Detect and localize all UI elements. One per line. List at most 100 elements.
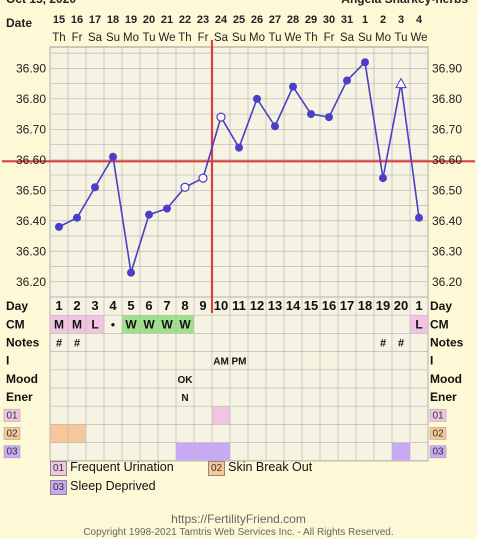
date-tick: 30 bbox=[323, 14, 335, 26]
temp-point bbox=[163, 204, 171, 213]
footer-url[interactable]: https://FertilityFriend.com bbox=[171, 512, 306, 526]
temp-point bbox=[325, 113, 333, 122]
date-tick: 16 bbox=[71, 14, 83, 26]
weekday-tick: Tu bbox=[143, 32, 156, 44]
row-label-left: 02 bbox=[6, 429, 18, 440]
cm-cell-fill bbox=[140, 315, 158, 334]
table-cell-text: 9 bbox=[199, 298, 206, 313]
symptom-cell-fill bbox=[50, 424, 68, 443]
temp-point bbox=[55, 222, 63, 231]
cm-cell-fill bbox=[410, 315, 428, 334]
row-label-left: Notes bbox=[6, 336, 40, 350]
y-tick-right: 36.40 bbox=[432, 214, 462, 228]
weekday-tick: Su bbox=[358, 32, 372, 44]
row-label-left: Mood bbox=[6, 372, 38, 386]
row-label-right: CM bbox=[430, 317, 449, 331]
date-tick: 15 bbox=[53, 14, 65, 26]
table-cell-text: 1 bbox=[415, 298, 422, 313]
row-label-left: 01 bbox=[6, 410, 18, 421]
date-tick: 18 bbox=[107, 14, 119, 26]
weekday-tick: Mo bbox=[123, 32, 139, 44]
temp-point bbox=[289, 82, 297, 91]
legend-code-03: 03 bbox=[50, 480, 68, 495]
weekday-tick: Sa bbox=[88, 32, 103, 44]
legend-code-02: 02 bbox=[208, 461, 226, 476]
weekday-tick: Mo bbox=[249, 32, 265, 44]
date-tick: 26 bbox=[251, 14, 263, 26]
symptom-row-chip-right bbox=[429, 408, 447, 422]
date-tick: 23 bbox=[197, 14, 209, 26]
y-tick-left: 36.30 bbox=[16, 244, 46, 258]
data-table bbox=[49, 296, 429, 462]
row-label-left: 03 bbox=[6, 447, 18, 458]
date-tick: 28 bbox=[287, 14, 299, 26]
y-tick-right: 36.20 bbox=[432, 275, 462, 289]
symptom-row-chip-left bbox=[3, 445, 21, 459]
cm-cell-fill bbox=[50, 315, 68, 334]
weekday-tick: Tu bbox=[269, 32, 282, 44]
weekday-tick: Sa bbox=[214, 32, 229, 44]
footer-copyright: Copyright 1998-2021 Tamtris Web Services… bbox=[83, 527, 394, 538]
weekday-tick: Th bbox=[52, 32, 65, 44]
weekday-tick: Su bbox=[106, 32, 120, 44]
table-cell-text: 2 bbox=[73, 298, 80, 313]
table-cell-text: 13 bbox=[268, 298, 282, 313]
symptom-row-chip-left bbox=[3, 427, 21, 440]
y-tick-right: 36.70 bbox=[432, 122, 462, 136]
table-cell-text: 12 bbox=[250, 298, 264, 313]
legend-item-01: 01 Frequent Urination bbox=[50, 460, 174, 476]
temp-point bbox=[73, 213, 81, 222]
temp-point bbox=[343, 76, 351, 85]
row-label-left: Day bbox=[6, 299, 28, 313]
table-cell-text: # bbox=[56, 338, 62, 350]
table-cell-text: 20 bbox=[394, 298, 408, 313]
y-tick-left: 36.70 bbox=[16, 122, 46, 136]
temp-point bbox=[91, 183, 99, 192]
table-cell-text: 7 bbox=[163, 298, 170, 313]
symptom-row-chip-right bbox=[429, 427, 447, 440]
symptom-cell-fill bbox=[176, 442, 194, 461]
row-label-left: CM bbox=[6, 317, 25, 331]
temp-point bbox=[307, 110, 315, 119]
symptom-cell-fill bbox=[212, 406, 230, 425]
temp-point bbox=[271, 122, 279, 131]
temp-point bbox=[253, 94, 261, 103]
table-cell-text: 5 bbox=[127, 298, 134, 313]
table-cell-text: 17 bbox=[340, 298, 354, 313]
plot-area bbox=[49, 46, 429, 298]
symptom-row-chip-right bbox=[429, 445, 447, 459]
table-cell-text: 16 bbox=[322, 298, 336, 313]
temp-point bbox=[415, 213, 423, 222]
table-cell-text: 3 bbox=[91, 298, 98, 313]
weekday-tick: Tu bbox=[395, 32, 408, 44]
weekday-tick: We bbox=[158, 32, 175, 44]
temp-point-triangle bbox=[395, 77, 407, 89]
table-cell-text: 8 bbox=[181, 298, 188, 313]
date-tick: 31 bbox=[341, 14, 353, 26]
y-tick-right: 36.60 bbox=[432, 153, 462, 167]
date-tick: 19 bbox=[125, 14, 137, 26]
cm-cell-fill bbox=[122, 315, 140, 334]
row-label-left: I bbox=[6, 354, 9, 368]
date-tick: 29 bbox=[305, 14, 317, 26]
weekday-tick: Th bbox=[178, 32, 191, 44]
legend-label-02: Skin Break Out bbox=[228, 460, 313, 474]
date-tick: 22 bbox=[179, 14, 191, 26]
temp-point bbox=[145, 210, 153, 219]
date-tick: 3 bbox=[398, 14, 404, 26]
cm-cell-fill bbox=[86, 315, 104, 334]
temp-point bbox=[127, 268, 135, 277]
y-tick-right: 36.80 bbox=[432, 92, 462, 106]
legend-label-03: Sleep Deprived bbox=[70, 479, 156, 493]
date-tick: 21 bbox=[161, 14, 173, 26]
table-cell-text: 18 bbox=[358, 298, 372, 313]
row-label-left: Ener bbox=[6, 390, 33, 404]
y-tick-left: 36.60 bbox=[16, 153, 46, 167]
row-label-right: 01 bbox=[432, 410, 444, 421]
table-cell-text: 6 bbox=[145, 298, 152, 313]
cm-cell-fill bbox=[176, 315, 194, 334]
table-cell-text: N bbox=[181, 393, 188, 404]
table-cell-text: # bbox=[398, 338, 404, 350]
table-cell-text: L bbox=[91, 317, 98, 331]
symptom-row-chip-left bbox=[3, 408, 21, 422]
